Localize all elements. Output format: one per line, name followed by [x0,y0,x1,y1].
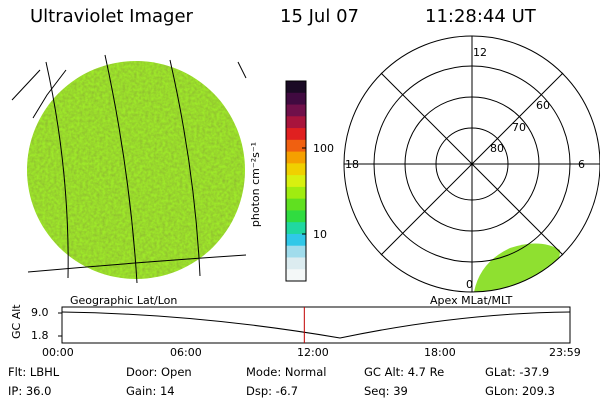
colorbar-segment [286,81,306,94]
parallel-line [32,69,67,119]
timeline-xtick-2359: 23:59 [549,346,581,359]
date-label: 15 Jul 07 [280,6,359,27]
timeline-xtick-1200: 12:00 [297,346,329,359]
info-glat: GLat: -37.9 [485,365,550,379]
colorbar-segment [286,151,306,164]
time-label: 11:28:44 UT [425,6,536,27]
graticule-tick [237,61,247,79]
mlt-label-6: 6 [578,158,585,171]
mlat-label-80: 80 [490,142,504,155]
colorbar-segment [286,163,306,176]
colorbar-segment [286,92,306,106]
colorbar-segment [286,210,306,223]
mlat-label-70: 70 [512,121,526,134]
info-gain: Gain: 14 [126,384,175,398]
colorbar-segment [286,104,306,117]
mlt-label-0: 0 [466,278,473,291]
info-seq: Seq: 39 [364,384,408,398]
info-dsp: Dsp: -6.7 [246,384,299,398]
timeline-ytick-9: 9.0 [31,306,49,319]
meridian-line [104,54,138,284]
timeline-xtick-1800: 18:00 [424,346,456,359]
colorbar-segment [286,198,306,211]
timeline-frame [61,306,571,344]
colorbar-segment [286,116,306,129]
apex-label: Apex MLat/MLT [430,294,513,307]
polar-axis-diagonal [380,72,564,256]
parallel-line [27,254,247,273]
graticule-tick [11,69,41,101]
colorbar-segment [286,186,306,200]
colorbar-segment [286,128,306,141]
info-glon: GLon: 209.3 [485,384,555,398]
colorbar-segment [286,269,306,282]
colorbar-segment [286,139,306,153]
instrument-title: Ultraviolet Imager [30,6,193,27]
colorbar-segment [286,233,306,247]
timeline-xtick-0600: 06:00 [170,346,202,359]
altitude-curve [61,311,571,339]
colorbar-tick-100: 100 [313,142,334,155]
info-ip: IP: 36.0 [8,384,52,398]
meridian-line [169,59,201,277]
info-door: Door: Open [126,365,192,379]
colorbar-segment [286,245,306,258]
colorbar-segment [286,175,306,188]
colorbar-segment [286,222,306,235]
colorbar-segment [286,257,306,270]
colorbar-tick-10: 10 [313,228,327,241]
geographic-label: Geographic Lat/Lon [70,294,178,307]
graticule [11,54,247,284]
mlt-label-12: 12 [473,46,487,59]
info-flt: Flt: LBHL [8,365,60,379]
timeline-ytick-1.8: 1.8 [31,329,49,342]
info-gc-alt: GC Alt: 4.7 Re [364,365,445,379]
mlt-label-18: 18 [345,158,359,171]
timeline-ylabel: GC Alt [10,304,23,339]
info-mode: Mode: Normal [246,365,327,379]
mlat-label-60: 60 [536,99,550,112]
timeline-xtick-0000: 00:00 [42,346,74,359]
